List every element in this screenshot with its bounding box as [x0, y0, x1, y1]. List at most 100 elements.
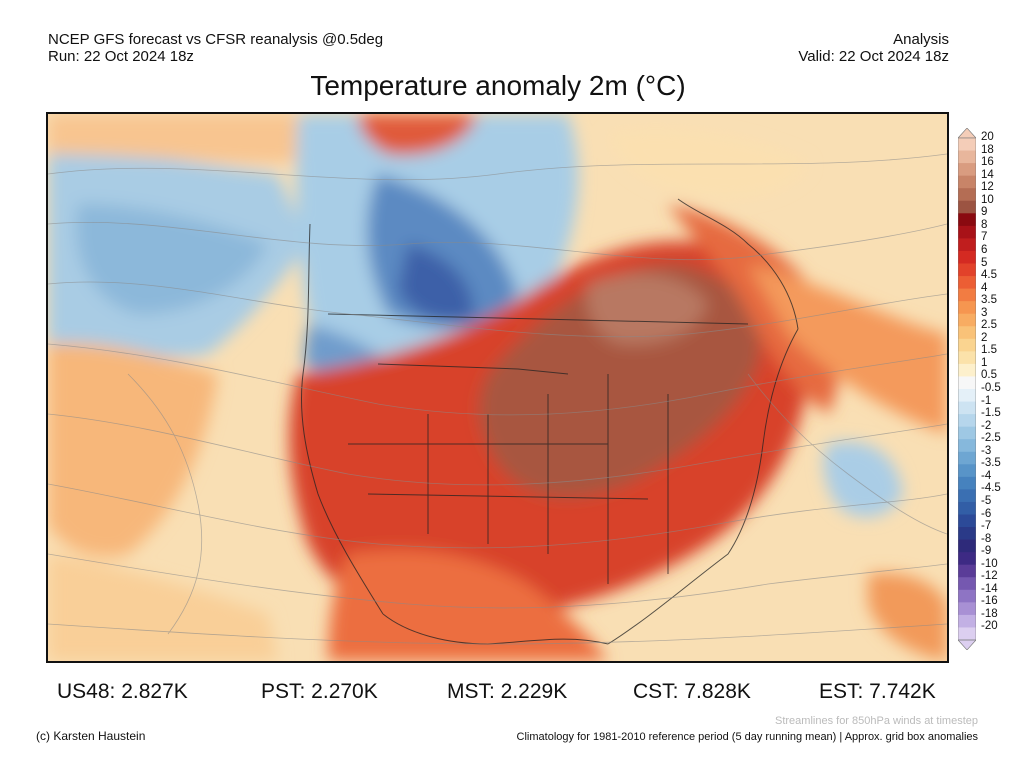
colorbar-swatch — [958, 577, 976, 591]
colorbar-tick-label: -14 — [981, 582, 998, 595]
header-right: Analysis Valid: 22 Oct 2024 18z — [798, 31, 949, 65]
colorbar-swatch — [958, 263, 976, 277]
stat-us48: US48: 2.827K — [57, 680, 188, 703]
colorbar-tick-label: 9 — [981, 206, 988, 219]
colorbar-swatch — [958, 501, 976, 515]
colorbar-swatch — [958, 552, 976, 566]
credit: (c) Karsten Haustein — [36, 729, 146, 743]
colorbar-tick-label: -8 — [981, 532, 992, 545]
colorbar-swatch — [958, 238, 976, 252]
colorbar-tick-label: 2 — [981, 331, 988, 344]
colorbar-swatch — [958, 439, 976, 453]
colorbar-swatch — [958, 602, 976, 616]
colorbar-swatch — [958, 451, 976, 465]
colorbar-tick-label: 7 — [981, 231, 988, 244]
colorbar-tick-label: -6 — [981, 507, 992, 520]
stat-est: EST: 7.742K — [819, 680, 936, 703]
colorbar-swatch — [958, 476, 976, 490]
header-left: NCEP GFS forecast vs CFSR reanalysis @0.… — [48, 31, 383, 65]
colorbar-swatch — [958, 464, 976, 478]
colorbar-swatch — [958, 200, 976, 214]
stat-mst: MST: 2.229K — [447, 680, 568, 703]
climatology-note: Climatology for 1981-2010 reference peri… — [516, 731, 978, 743]
colorbar-swatch — [958, 614, 976, 628]
anomaly-map — [46, 112, 949, 663]
colorbar-swatch — [958, 301, 976, 315]
colorbar-swatch — [958, 414, 976, 428]
valid-time: Valid: 22 Oct 2024 18z — [798, 48, 949, 65]
colorbar-swatch — [958, 389, 976, 403]
map-graphic — [48, 114, 947, 661]
colorbar-swatch — [958, 426, 976, 440]
colorbar-tick-label: 3.5 — [981, 294, 997, 307]
colorbar-tick-label: -2 — [981, 419, 992, 432]
colorbar-bottom-arrow — [957, 639, 977, 651]
colorbar-swatch — [958, 188, 976, 202]
model-description: NCEP GFS forecast vs CFSR reanalysis @0.… — [48, 31, 384, 48]
colorbar-tick-label: 18 — [981, 143, 994, 156]
colorbar-tick-label: 1 — [981, 356, 988, 369]
colorbar-swatch — [958, 564, 976, 578]
colorbar-swatch — [958, 351, 976, 365]
colorbar-swatch — [958, 175, 976, 189]
colorbar-swatch — [958, 589, 976, 603]
colorbar-tick-label: 0.5 — [981, 369, 997, 382]
map-title: Temperature anomaly 2m (°C) — [310, 70, 686, 101]
colorbar-tick-label: -3 — [981, 444, 992, 457]
stat-pst: PST: 2.270K — [261, 680, 378, 703]
analysis-label: Analysis — [893, 31, 949, 48]
colorbar-tick-label: 8 — [981, 218, 988, 231]
colorbar-tick-label: 20 — [981, 131, 994, 143]
colorbar-tick-label: 16 — [981, 156, 994, 169]
colorbar-graphic — [957, 127, 977, 651]
colorbar-tick-label: -12 — [981, 570, 998, 583]
colorbar — [957, 127, 977, 651]
colorbar-tick-label: -7 — [981, 520, 992, 533]
colorbar-swatch — [958, 163, 976, 177]
colorbar-tick-label: -1.5 — [981, 407, 1001, 420]
colorbar-swatch — [958, 376, 976, 390]
colorbar-tick-label: 6 — [981, 243, 988, 256]
colorbar-tick-label: 14 — [981, 168, 994, 181]
streamlines-note: Streamlines for 850hPa winds at timestep — [775, 715, 978, 727]
colorbar-tick-label: 4.5 — [981, 269, 997, 282]
colorbar-swatch — [958, 150, 976, 164]
run-time: Run: 22 Oct 2024 18z — [48, 48, 194, 65]
colorbar-swatch — [958, 514, 976, 528]
colorbar-swatch — [958, 288, 976, 302]
colorbar-swatch — [958, 138, 976, 152]
colorbar-swatch — [958, 250, 976, 264]
colorbar-tick-label: 1.5 — [981, 344, 997, 357]
colorbar-swatch — [958, 627, 976, 641]
colorbar-tick-label: -4.5 — [981, 482, 1001, 495]
colorbar-swatch — [958, 401, 976, 415]
colorbar-tick-label: -4 — [981, 469, 992, 482]
colorbar-tick-label: 4 — [981, 281, 988, 294]
colorbar-swatch — [958, 326, 976, 340]
colorbar-tick-label: -20 — [981, 620, 998, 633]
colorbar-tick-label: -3.5 — [981, 457, 1001, 470]
colorbar-tick-label: -5 — [981, 494, 992, 507]
colorbar-top-arrow — [957, 127, 977, 139]
colorbar-swatch — [958, 276, 976, 290]
colorbar-tick-label: 5 — [981, 256, 988, 269]
colorbar-tick-label: -1 — [981, 394, 992, 407]
colorbar-tick-label: -0.5 — [981, 382, 1001, 394]
colorbar-tick-label: -18 — [981, 607, 998, 620]
colorbar-swatch — [958, 213, 976, 227]
colorbar-swatch — [958, 489, 976, 503]
stat-cst: CST: 7.828K — [633, 680, 751, 703]
colorbar-swatch — [958, 338, 976, 352]
colorbar-tick-label: -10 — [981, 557, 998, 570]
colorbar-tick-label: 12 — [981, 181, 994, 194]
colorbar-swatch — [958, 313, 976, 327]
colorbar-tick-label: 10 — [981, 193, 994, 206]
colorbar-tick-label: 3 — [981, 306, 988, 319]
colorbar-swatch — [958, 527, 976, 541]
colorbar-tick-label: -16 — [981, 595, 998, 608]
colorbar-tick-label: -2.5 — [981, 432, 1001, 445]
colorbar-tick-label: -9 — [981, 545, 992, 558]
colorbar-swatch — [958, 225, 976, 239]
colorbar-swatch — [958, 363, 976, 377]
colorbar-tick-label: 2.5 — [981, 319, 997, 332]
